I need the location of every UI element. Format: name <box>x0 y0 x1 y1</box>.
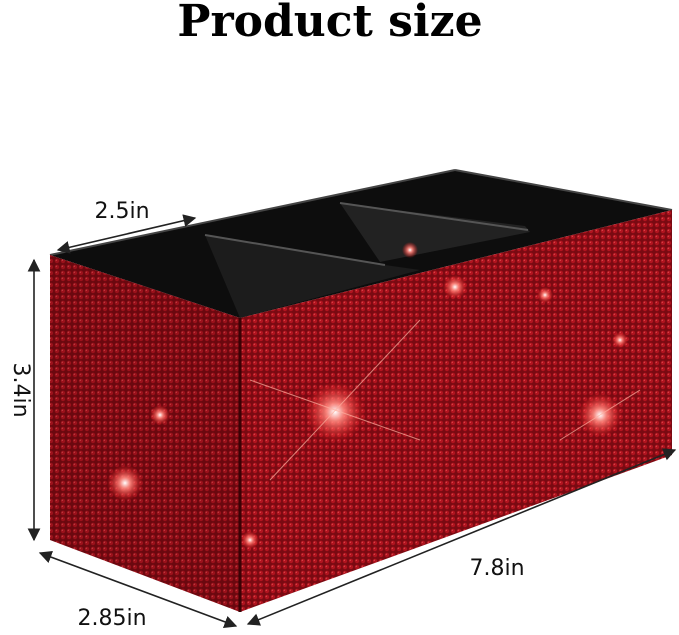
depth-label: 2.85in <box>77 606 146 631</box>
width-arrow <box>56 214 197 254</box>
depth-arrow <box>38 551 238 628</box>
length-arrow <box>246 448 677 626</box>
width-label: 2.5in <box>94 199 149 224</box>
height-label: 3.4in <box>8 362 33 417</box>
length-label: 7.8in <box>469 556 524 581</box>
title: Product size <box>177 0 482 47</box>
box <box>49 169 673 612</box>
